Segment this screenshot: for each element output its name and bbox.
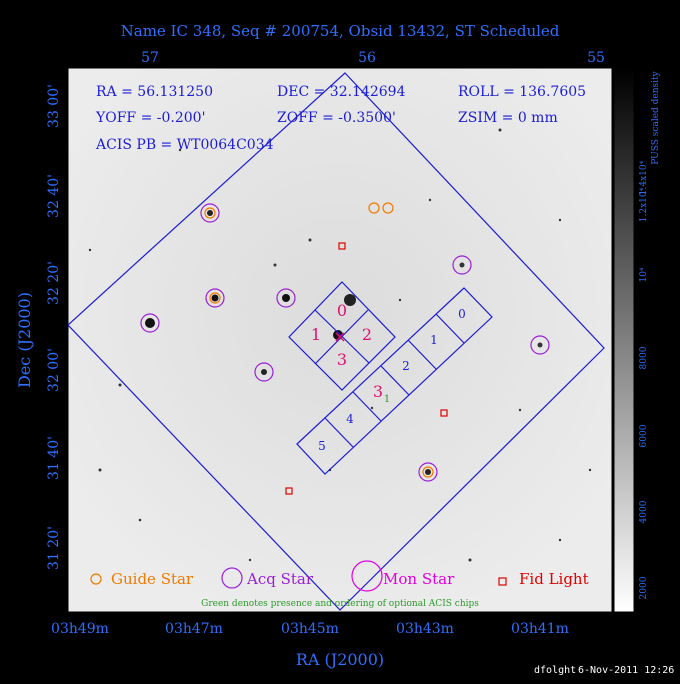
legend: Guide Star Acq Star Mon Star Fid Light G… bbox=[90, 560, 589, 609]
dec-tick: 32 40' bbox=[46, 174, 62, 218]
chip-i3-label: 3 bbox=[337, 350, 347, 369]
colorbar-tick: 8000 bbox=[639, 346, 649, 369]
ra-tick: 03h43m bbox=[396, 621, 454, 637]
ra-value: RA = 56.131250 bbox=[96, 84, 213, 100]
chip-i2-label: 2 bbox=[362, 325, 372, 344]
ra-tick: 03h47m bbox=[165, 621, 223, 637]
acis-i-chips bbox=[288, 281, 396, 391]
optional-chip-label: 1 bbox=[384, 394, 390, 405]
chip-i0-label: 0 bbox=[337, 301, 347, 320]
colorbar-tick: 1.2x10⁴ bbox=[639, 187, 649, 222]
ra-ticks: 03h49m 03h47m 03h45m 03h43m 03h41m bbox=[51, 621, 569, 637]
chip-i1-label: 1 bbox=[311, 325, 321, 344]
aimpoint-marker bbox=[335, 332, 345, 342]
chip-s3-label: 3 bbox=[373, 382, 383, 401]
fid-legend-label: Fid Light bbox=[519, 570, 589, 588]
chip-s2-label: 2 bbox=[402, 359, 410, 373]
guide-legend-icon bbox=[90, 573, 102, 585]
chip-s1-label: 1 bbox=[430, 333, 438, 347]
colorbar-tick: 2000 bbox=[639, 576, 649, 599]
chip-s4-label: 4 bbox=[346, 412, 354, 426]
roll-value: ROLL = 136.7605 bbox=[458, 84, 586, 100]
ra-tick: 03h41m bbox=[511, 621, 569, 637]
y-axis-label: Dec (J2000) bbox=[15, 292, 34, 388]
optional-chips-note: Green denotes presence and ordering of o… bbox=[201, 599, 479, 609]
acis-value: ACIS PB = WT0064C034 bbox=[95, 137, 274, 153]
dec-value: DEC = 32.142694 bbox=[277, 84, 406, 100]
colorbar-tick: 1.4x10⁴ bbox=[639, 160, 649, 195]
yoff-value: YOFF = -0.200' bbox=[95, 110, 205, 126]
dec-ticks: 33 00' 32 40' 32 20' 32 00' 31 40' 31 20… bbox=[46, 84, 62, 570]
top-tick-55: 55 bbox=[587, 50, 605, 66]
acq-legend-label: Acq Star bbox=[246, 570, 314, 588]
mon-legend-label: Mon Star bbox=[383, 570, 455, 588]
mon-legend-icon bbox=[351, 560, 383, 592]
sky-image bbox=[68, 68, 612, 612]
dec-tick: 31 20' bbox=[46, 526, 62, 570]
dec-tick: 33 00' bbox=[46, 84, 62, 128]
colorbar bbox=[613, 67, 635, 613]
top-tick-56: 56 bbox=[358, 50, 376, 66]
dec-tick: 31 40' bbox=[46, 436, 62, 480]
ra-tick: 03h49m bbox=[51, 621, 109, 637]
plot-title: Name IC 348, Seq # 200754, Obsid 13432, … bbox=[121, 22, 560, 40]
acq-legend-icon bbox=[221, 567, 243, 589]
fid-legend-icon bbox=[498, 577, 507, 586]
pointing-info: RA = 56.131250 DEC = 32.142694 ROLL = 13… bbox=[95, 84, 586, 153]
chip-s5-label: 5 bbox=[318, 439, 326, 453]
ra-tick: 03h45m bbox=[281, 621, 339, 637]
acq-stars bbox=[140, 203, 550, 482]
dec-tick: 32 20' bbox=[46, 261, 62, 305]
colorbar-tick: 10⁴ bbox=[639, 267, 649, 282]
fid-lights bbox=[285, 242, 448, 495]
colorbar-tick: 6000 bbox=[639, 424, 649, 447]
footer-date: 6-Nov-2011 12:26 bbox=[578, 665, 674, 676]
acis-s-chips bbox=[296, 287, 493, 475]
field-of-view-outline bbox=[67, 72, 605, 611]
colorbar-tick: 4000 bbox=[639, 500, 649, 523]
chip-s0-label: 0 bbox=[458, 307, 466, 321]
zsim-value: ZSIM = 0 mm bbox=[458, 110, 558, 126]
guide-legend-label: Guide Star bbox=[111, 570, 194, 588]
dec-tick: 32 00' bbox=[46, 348, 62, 392]
x-axis-label: RA (J2000) bbox=[296, 650, 384, 669]
colorbar-label: PUSS scaled density bbox=[651, 70, 661, 164]
guide-stars bbox=[204, 202, 434, 478]
zoff-value: ZOFF = -0.3500' bbox=[277, 110, 396, 126]
footer-user: dfolght bbox=[534, 665, 576, 676]
top-tick-57: 57 bbox=[141, 50, 159, 66]
colorbar-ticks: 1.4x10⁴ 1.2x10⁴ 10⁴ 8000 6000 4000 2000 bbox=[639, 160, 649, 599]
